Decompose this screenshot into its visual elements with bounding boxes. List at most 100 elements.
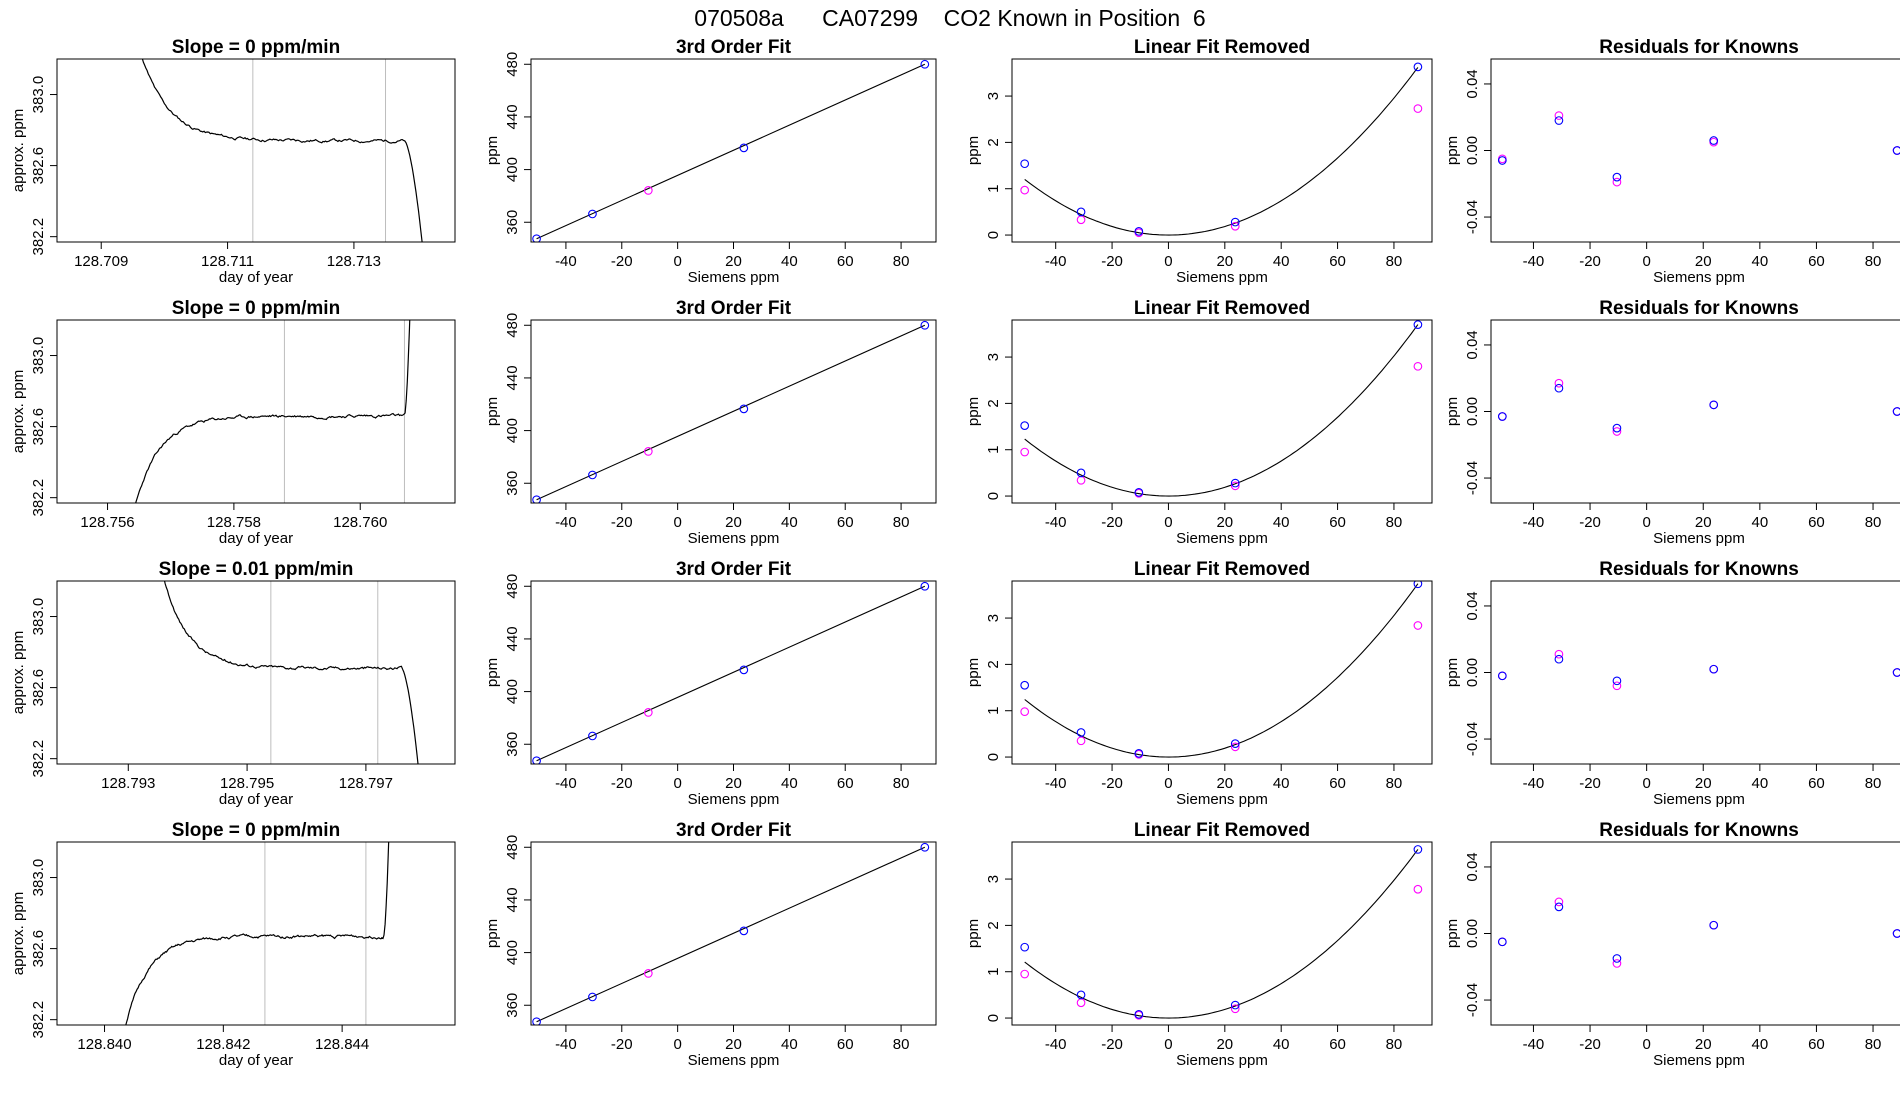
fit-point: [1020, 421, 1030, 430]
plot-frame: [1490, 580, 1900, 765]
raw-point: [1076, 998, 1086, 1008]
x-tick-label: 40: [781, 1036, 798, 1053]
panel-title: Residuals for Knowns: [1599, 559, 1799, 580]
y-axis-label: ppm: [484, 397, 501, 426]
y-axis-label: ppm: [484, 919, 501, 948]
x-tick-label: 40: [1273, 253, 1290, 270]
y-tick-label: 1: [985, 446, 1002, 454]
y-tick-label: 3: [985, 353, 1002, 361]
x-axis-label: Siemens ppm: [1176, 530, 1268, 547]
x-tick-label: 20: [1695, 514, 1712, 531]
fit-point: [739, 143, 749, 153]
fit-point: [1413, 320, 1423, 329]
plot-data: [532, 320, 930, 503]
y-axis-label: ppm: [1444, 658, 1461, 687]
x-tick-label: 0: [673, 775, 681, 792]
y-axis-label: ppm: [965, 919, 982, 948]
x-tick-label: 0: [1164, 514, 1172, 531]
y-axis-label: ppm: [965, 658, 982, 687]
x-tick-label: 128.758: [207, 514, 261, 531]
fit-point: [1554, 383, 1564, 393]
concentration-trace: [135, 320, 411, 503]
x-tick-label: 80: [1386, 1036, 1403, 1053]
x-tick-label: 0: [673, 253, 681, 270]
x-tick-label: 40: [1273, 1036, 1290, 1053]
x-tick-label: 0: [1642, 775, 1650, 792]
fit-line: [536, 585, 926, 762]
y-tick-label: 0: [985, 1014, 1002, 1022]
y-axis-label: ppm: [484, 658, 501, 687]
plot-frame: [1490, 319, 1900, 504]
y-axis-label: ppm: [1444, 919, 1461, 948]
y-tick-label: 382.2: [30, 740, 47, 778]
y-tick-label: 0.04: [1464, 852, 1481, 881]
y-tick-label: 400: [504, 940, 521, 965]
x-tick-label: 80: [1386, 253, 1403, 270]
x-tick-label: 80: [1865, 514, 1882, 531]
concentration-trace: [125, 842, 390, 1025]
y-tick-label: 383.0: [30, 859, 47, 897]
y-tick-label: 1: [985, 968, 1002, 976]
plot-data: [163, 581, 419, 764]
x-axis-label: day of year: [219, 1052, 293, 1069]
x-tick-label: -40: [1045, 1036, 1067, 1053]
x-tick-label: 20: [725, 514, 742, 531]
y-tick-label: 0.04: [1464, 69, 1481, 98]
x-tick-label: -20: [1579, 775, 1601, 792]
x-axis-label: Siemens ppm: [1176, 269, 1268, 286]
x-axis-label: Siemens ppm: [1653, 791, 1745, 808]
raw-point: [643, 708, 653, 717]
y-tick-label: 382.2: [30, 218, 47, 256]
x-tick-label: 40: [781, 775, 798, 792]
y-tick-label: 440: [504, 104, 521, 129]
y-tick-label: 1: [985, 185, 1002, 193]
x-tick-label: 128.760: [333, 514, 387, 531]
y-tick-label: 480: [504, 313, 521, 338]
fit-point: [739, 404, 749, 414]
fit-line: [536, 324, 926, 501]
y-tick-label: 360: [504, 471, 521, 496]
fit-point: [1020, 680, 1030, 690]
x-tick-label: 128.797: [339, 775, 393, 792]
y-axis-label: ppm: [965, 397, 982, 426]
fit-point: [1076, 468, 1086, 478]
fit-point: [1230, 739, 1240, 748]
plot-frame: [530, 319, 937, 504]
plot-data: [1020, 62, 1423, 238]
panel-title: Residuals for Knowns: [1599, 298, 1799, 319]
panel-title: Residuals for Knowns: [1599, 820, 1799, 841]
raw-point: [1230, 742, 1240, 752]
x-tick-label: 80: [893, 775, 910, 792]
x-tick-label: 128.709: [74, 253, 128, 270]
raw-point: [1612, 177, 1622, 187]
x-tick-label: 20: [1695, 1036, 1712, 1053]
x-tick-label: 20: [1216, 1036, 1233, 1053]
x-tick-label: 80: [1865, 253, 1882, 270]
fit-point: [1709, 664, 1719, 674]
y-tick-label: 440: [504, 887, 521, 912]
x-tick-label: 60: [1808, 253, 1825, 270]
x-tick-label: 0: [1164, 1036, 1172, 1053]
x-tick-label: -40: [1523, 1036, 1545, 1053]
fit-point: [1413, 62, 1423, 72]
x-tick-label: -40: [1523, 775, 1545, 792]
x-tick-label: -20: [1579, 514, 1601, 531]
plot-data: [141, 59, 423, 242]
x-tick-label: 128.840: [77, 1036, 131, 1053]
plot-data: [532, 59, 930, 242]
x-axis-label: Siemens ppm: [688, 791, 780, 808]
y-tick-label: 3: [985, 614, 1002, 622]
fit-point: [1612, 954, 1622, 963]
fit-point: [588, 470, 597, 480]
y-tick-label: 480: [504, 52, 521, 77]
y-tick-label: 3: [985, 92, 1002, 100]
fit-point: [1497, 412, 1507, 421]
x-tick-label: 80: [1386, 775, 1403, 792]
fit-point: [1230, 1000, 1240, 1010]
raw-point: [643, 186, 653, 195]
x-tick-label: -40: [555, 1036, 577, 1053]
plot-data: [125, 842, 390, 1025]
fit-point: [1134, 226, 1144, 236]
y-tick-label: -0.04: [1464, 200, 1481, 234]
fit-point: [739, 926, 749, 936]
